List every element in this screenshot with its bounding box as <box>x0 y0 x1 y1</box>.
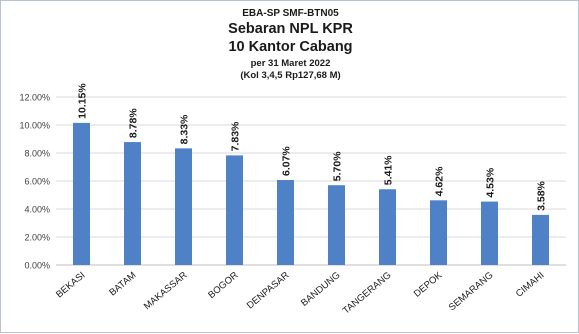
data-label: 10.15% <box>77 83 89 119</box>
y-tick-label: 8.00% <box>24 149 50 159</box>
bar-makassar <box>175 148 192 265</box>
bar-bekasi <box>73 122 90 266</box>
category-label: SEMARANG <box>447 270 496 313</box>
category-label: CIMAHI <box>514 270 547 300</box>
bar-batam <box>124 142 141 265</box>
y-tick-label: 6.00% <box>24 177 50 187</box>
bar-denpasar <box>277 180 294 265</box>
bar-cimahi <box>532 214 549 265</box>
y-tick-label: 2.00% <box>24 233 50 243</box>
category-label: TANGERANG <box>341 270 394 317</box>
y-tick-label: 10.00% <box>19 121 50 131</box>
category-label: BATAM <box>107 270 138 299</box>
chart-subtitle: 10 Kantor Cabang <box>228 39 353 55</box>
data-label: 8.78% <box>128 108 140 138</box>
bar-semarang <box>481 201 498 265</box>
data-label: 5.41% <box>383 155 395 185</box>
data-label: 8.33% <box>179 114 191 144</box>
bar-bandung <box>328 185 345 265</box>
y-tick-label: 4.00% <box>24 205 50 215</box>
data-label: 4.62% <box>434 166 446 196</box>
chart-title: Sebaran NPL KPR <box>228 21 353 37</box>
data-label: 7.83% <box>230 121 242 151</box>
bar-depok <box>430 200 447 265</box>
chart-code: EBA-SP SMF-BTN05 <box>242 8 339 19</box>
chart-note: (Kol 3,4,5 Rp127,68 M) <box>240 70 341 81</box>
y-tick-label: 0.00% <box>24 261 50 271</box>
category-label: MAKASSAR <box>142 270 190 312</box>
bar-bogor <box>226 155 243 265</box>
category-label: BEKASI <box>54 270 87 300</box>
y-tick-label: 12.00% <box>19 93 50 103</box>
data-label: 3.58% <box>536 180 548 210</box>
category-label: DEPOK <box>412 269 445 299</box>
data-label: 5.70% <box>332 151 344 181</box>
category-label: BOGOR <box>206 270 240 301</box>
category-label: DENPASAR <box>245 270 292 312</box>
category-label: BANDUNG <box>299 270 342 309</box>
chart-date: per 31 Maret 2022 <box>250 58 331 69</box>
bar-tangerang <box>379 189 396 265</box>
data-label: 4.53% <box>485 167 497 197</box>
data-label: 6.07% <box>281 146 293 176</box>
